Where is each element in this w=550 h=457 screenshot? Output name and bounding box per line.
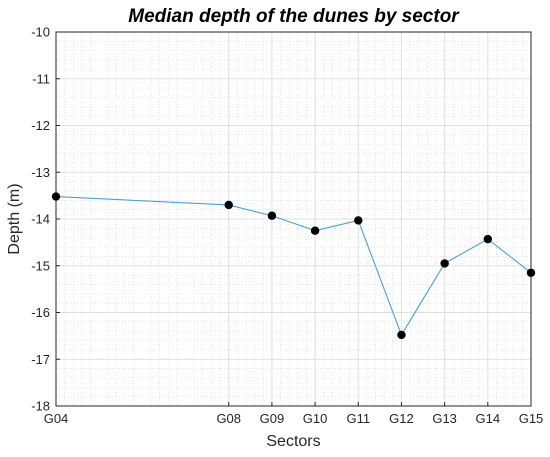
y-tick-label: -10 bbox=[31, 25, 50, 40]
y-tick-label: -17 bbox=[31, 352, 50, 367]
x-tick-label: G15 bbox=[519, 411, 544, 426]
data-point-G15 bbox=[526, 268, 536, 277]
x-tick-label: G14 bbox=[476, 411, 501, 426]
data-point-G13 bbox=[440, 259, 449, 268]
x-axis-ticks: G04 G08 G09 G10 G11 G12 G13 G14 G15 bbox=[44, 402, 544, 426]
data-point-G08 bbox=[224, 200, 233, 210]
y-tick-label: -15 bbox=[31, 258, 50, 273]
y-axis-ticks: -10 -11 -12 -13 -14 -15 -16 -17 -18 bbox=[31, 25, 60, 414]
y-tick-label: -13 bbox=[31, 165, 50, 180]
y-tick-label: -18 bbox=[31, 399, 50, 414]
data-point-G11 bbox=[354, 216, 363, 225]
y-tick-label: -12 bbox=[31, 118, 50, 133]
data-point-G14 bbox=[483, 234, 493, 244]
x-tick-label: G12 bbox=[389, 411, 414, 426]
y-tick-label: -16 bbox=[31, 305, 50, 320]
x-tick-label: G11 bbox=[346, 411, 370, 426]
x-tick-label: G10 bbox=[303, 411, 328, 426]
y-axis-label: Depth (m) bbox=[6, 183, 23, 254]
x-axis-label: Sectors bbox=[266, 433, 320, 450]
series-depth bbox=[51, 192, 536, 340]
data-point-G12 bbox=[397, 330, 406, 340]
y-tick-label: -14 bbox=[31, 212, 50, 227]
x-tick-label: G04 bbox=[44, 411, 69, 426]
data-point-G10 bbox=[310, 226, 320, 235]
y-tick-label: -11 bbox=[32, 71, 50, 86]
x-tick-label: G09 bbox=[260, 411, 285, 426]
chart-title: Median depth of the dunes by sector bbox=[128, 6, 459, 27]
x-tick-label: G08 bbox=[216, 411, 241, 426]
x-tick-label: G13 bbox=[432, 411, 457, 426]
data-point-G09 bbox=[267, 211, 277, 220]
data-point-G04 bbox=[51, 192, 61, 201]
